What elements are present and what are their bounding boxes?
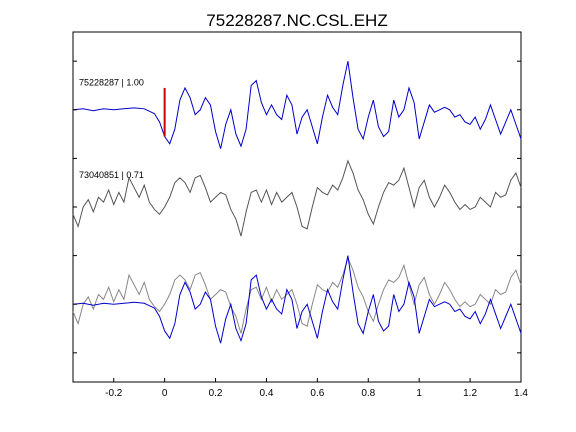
x-tick-label: 1.2 [463,388,477,399]
chart-title: 75228287.NC.CSL.EHZ [206,11,387,30]
traces [72,61,522,344]
overlay-trace-73040851 [72,256,522,334]
trace-73040851 [72,159,522,237]
x-tick-label: 0.2 [209,388,223,399]
y-ticks [73,60,521,354]
overlay-trace-75228287 [72,255,522,344]
trace-label-75228287: 75228287 | 1.00 [79,77,144,87]
trace-labels: 75228287 | 1.00 73040851 | 0.71 [79,77,144,179]
trace-75228287 [72,61,522,149]
trace-label-73040851: 73040851 | 0.71 [79,170,144,180]
x-tick-label: 0.4 [260,388,274,399]
x-tick-label: 0 [162,388,168,399]
x-tick-label: 1 [416,388,422,399]
x-tick-label: 1.4 [514,388,528,399]
x-tick-label: 0.8 [361,388,375,399]
x-tick-label: 0.6 [310,388,324,399]
x-tick-label: -0.2 [105,388,123,399]
x-ticks: -0.2 0 0.2 0.4 0.6 0.8 1 1.2 1.4 [105,378,528,399]
plot-area: -0.2 0 0.2 0.4 0.6 0.8 1 1.2 1.4 75228287 | 1.00… [72,31,528,399]
